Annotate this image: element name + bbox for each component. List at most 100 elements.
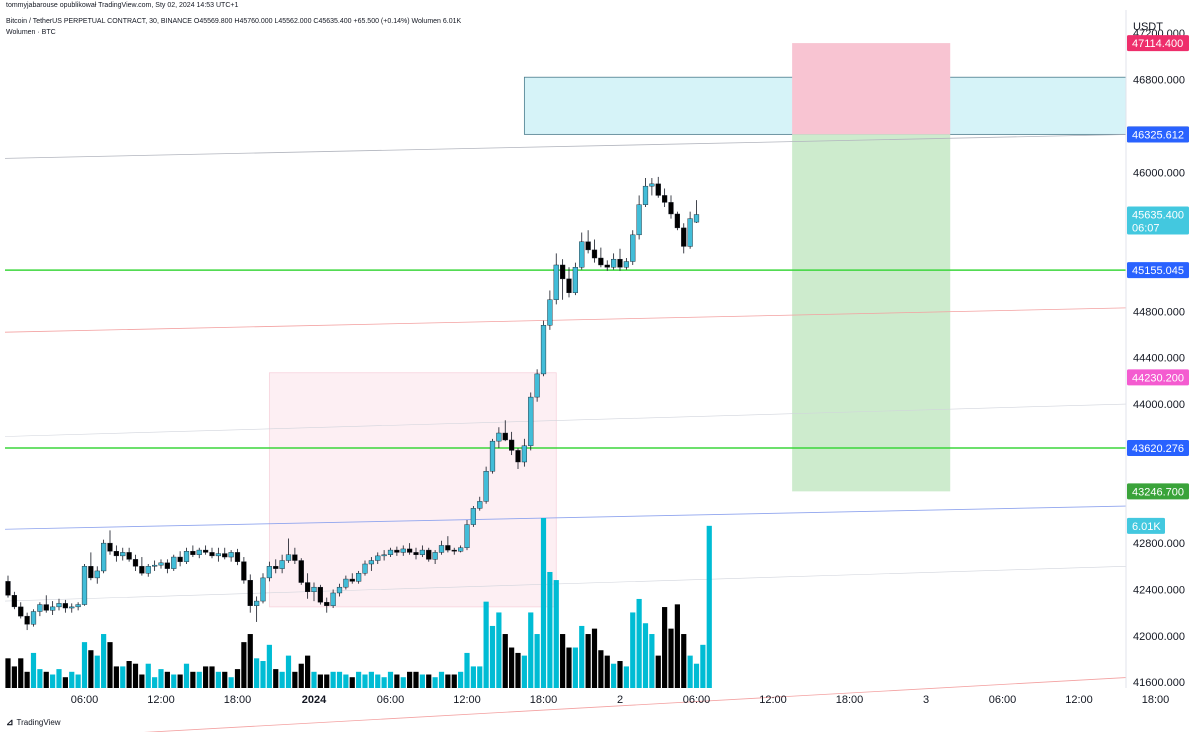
- price-tag-box: [1127, 35, 1189, 52]
- price-tag: 44230.200: [1127, 369, 1189, 386]
- candle-body: [464, 524, 470, 548]
- volume-bar: [43, 671, 49, 688]
- price-tag: 43246.700: [1127, 483, 1189, 500]
- volume-bar: [464, 652, 470, 688]
- candle: [362, 560, 368, 576]
- zone-1: [268, 372, 557, 608]
- price-tick-label: 44000.000: [1133, 399, 1185, 411]
- price-tick-label: 42400.000: [1133, 584, 1185, 596]
- candle-body: [164, 562, 170, 569]
- volume-bar: [528, 612, 534, 688]
- volume-bar: [273, 669, 279, 688]
- volume-bar: [336, 671, 343, 688]
- candle: [222, 547, 228, 560]
- volume-bar: [394, 674, 400, 688]
- candle: [164, 559, 170, 574]
- candle: [470, 506, 476, 527]
- candle: [655, 176, 661, 198]
- volume-bar: [203, 666, 209, 688]
- volume-bar: [30, 652, 37, 688]
- time-tick-label: 2: [617, 694, 623, 706]
- candle-body: [324, 602, 330, 606]
- candle-body: [56, 603, 62, 608]
- volume-bar: [407, 671, 413, 688]
- candle-body: [432, 552, 438, 560]
- candle-body: [458, 547, 464, 552]
- currency-label: USDT: [1133, 21, 1163, 33]
- price-tag-box: [1127, 262, 1189, 279]
- candle-body: [636, 204, 642, 236]
- volume-bar: [158, 669, 164, 688]
- volume-bar: [285, 655, 292, 688]
- candle-body: [94, 570, 100, 579]
- candle: [591, 239, 598, 263]
- volume-bar: [668, 628, 674, 688]
- volume-bar: [560, 634, 566, 688]
- candle-body: [674, 213, 680, 229]
- candle-body: [43, 604, 49, 611]
- candle: [292, 547, 298, 564]
- candle: [604, 260, 610, 271]
- line-4: [4, 505, 1127, 530]
- candle: [311, 582, 317, 602]
- candle: [279, 554, 285, 574]
- candle: [445, 536, 451, 553]
- candle-body: [107, 542, 113, 552]
- volume-bar: [171, 674, 177, 688]
- candle: [228, 550, 234, 562]
- candle: [81, 563, 88, 606]
- indicator-legend: Wolumen · BTC: [6, 29, 56, 36]
- volume-bar: [292, 671, 298, 688]
- volume-bar: [489, 625, 496, 688]
- candle: [458, 545, 464, 553]
- candle: [489, 438, 496, 474]
- price-tag-label: 47114.400: [1132, 38, 1183, 50]
- volume-bar: [324, 674, 330, 688]
- price-tags: 47114.40046326.80046325.61245635.40006:0…: [1127, 35, 1189, 534]
- price-tick-label: 42800.000: [1133, 538, 1185, 550]
- volume-bar: [260, 661, 266, 688]
- drawing-zones: [268, 43, 1127, 608]
- volume-bar: [5, 658, 11, 688]
- volume-bar: [700, 644, 706, 688]
- volume-bar: [426, 674, 432, 688]
- volume-value: Wolumen 6.01K: [411, 18, 462, 25]
- candle-body: [540, 325, 547, 375]
- candle-body: [247, 580, 253, 606]
- volume-bar: [101, 634, 107, 688]
- volume-bar: [24, 671, 30, 688]
- candle: [693, 200, 700, 224]
- price-tick-label: 44800.000: [1133, 306, 1185, 318]
- candle-body: [177, 556, 183, 562]
- candle: [356, 570, 362, 584]
- candle: [75, 602, 81, 611]
- candle: [336, 583, 343, 597]
- volume-bar: [209, 666, 215, 688]
- candle: [502, 420, 508, 442]
- volume-bar: [343, 674, 349, 688]
- candle: [464, 519, 470, 551]
- symbol-legend: Bitcoin / TetherUS PERPETUAL CONTRACT, 3…: [6, 18, 461, 25]
- candle-body: [560, 264, 566, 280]
- volume-bar: [483, 601, 489, 688]
- candle: [266, 561, 272, 582]
- candle: [509, 431, 515, 456]
- time-tick-label: 3: [923, 694, 929, 706]
- footer-brand: ⊿ TradingView: [6, 717, 61, 728]
- volume-bar: [572, 647, 578, 688]
- candle: [241, 557, 247, 584]
- price-tag-box: [1127, 206, 1189, 235]
- candle-body: [623, 261, 629, 268]
- candle-body: [62, 603, 68, 609]
- candle-body: [598, 257, 604, 266]
- brand-label: TradingView: [16, 718, 61, 727]
- time-axis: 06:00 12:00 18:00 2024 06:00 12:00 18:00 2 06:00…: [71, 694, 1170, 706]
- volume-bar: [623, 666, 629, 688]
- candle-body: [228, 552, 234, 558]
- price-tag-box: [1127, 126, 1189, 143]
- price-tick-label: 46800.000: [1133, 75, 1185, 87]
- volume-bar: [591, 628, 598, 688]
- volume-bar: [687, 655, 693, 688]
